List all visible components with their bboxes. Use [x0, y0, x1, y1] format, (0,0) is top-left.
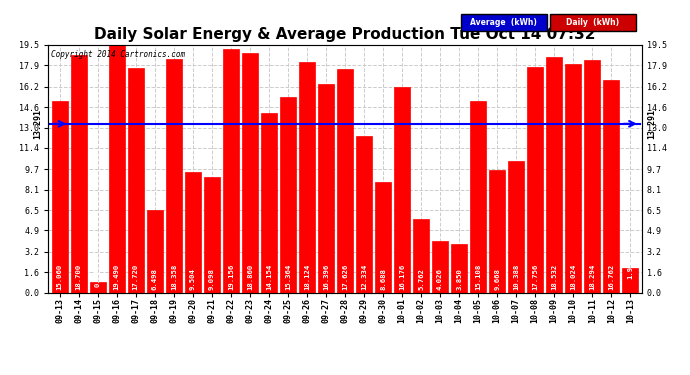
Bar: [90, 282, 106, 292]
Text: 16.396: 16.396: [323, 264, 329, 290]
Text: 12.334: 12.334: [361, 264, 367, 290]
Bar: [584, 60, 600, 292]
Bar: [70, 55, 87, 292]
FancyBboxPatch shape: [550, 14, 635, 32]
Text: 18.860: 18.860: [247, 264, 253, 290]
Title: Daily Solar Energy & Average Production Tue Oct 14 07:32: Daily Solar Energy & Average Production …: [95, 27, 595, 42]
Text: 18.700: 18.700: [76, 264, 81, 290]
FancyBboxPatch shape: [461, 14, 546, 32]
Text: 15.060: 15.060: [57, 264, 63, 290]
Bar: [432, 242, 448, 292]
Text: 3.850: 3.850: [456, 268, 462, 290]
Bar: [337, 69, 353, 292]
Text: 14.154: 14.154: [266, 264, 272, 290]
Text: 16.176: 16.176: [399, 264, 405, 290]
Text: 9.668: 9.668: [494, 268, 500, 290]
Text: Average  (kWh): Average (kWh): [471, 18, 538, 27]
Bar: [451, 244, 467, 292]
Text: 18.532: 18.532: [551, 264, 558, 290]
Text: Daily  (kWh): Daily (kWh): [566, 18, 620, 27]
Bar: [185, 172, 201, 292]
Bar: [508, 160, 524, 292]
Text: 10.388: 10.388: [513, 264, 519, 290]
Text: 9.504: 9.504: [190, 268, 196, 290]
Bar: [603, 80, 620, 292]
Bar: [546, 57, 562, 292]
Text: 13.291: 13.291: [34, 109, 43, 139]
Text: 1.956: 1.956: [627, 258, 633, 279]
Text: 18.124: 18.124: [304, 264, 310, 290]
Text: 15.108: 15.108: [475, 264, 481, 290]
Text: 17.626: 17.626: [342, 264, 348, 290]
Text: 5.762: 5.762: [418, 268, 424, 290]
Bar: [565, 64, 581, 292]
Text: 8.688: 8.688: [380, 268, 386, 290]
Text: 18.294: 18.294: [589, 264, 595, 290]
Bar: [241, 53, 258, 292]
Bar: [128, 68, 144, 292]
Bar: [356, 136, 372, 292]
Bar: [147, 210, 163, 292]
Bar: [527, 67, 543, 292]
Text: 0.794: 0.794: [95, 265, 101, 287]
Text: 15.364: 15.364: [285, 264, 291, 290]
Text: 16.762: 16.762: [609, 264, 614, 290]
Text: 19.156: 19.156: [228, 264, 234, 290]
Bar: [489, 170, 505, 292]
Text: 13.291: 13.291: [647, 109, 656, 139]
Bar: [280, 98, 296, 292]
Text: 18.358: 18.358: [171, 264, 177, 290]
Bar: [204, 177, 220, 292]
Bar: [470, 101, 486, 292]
Bar: [261, 113, 277, 292]
Bar: [394, 87, 410, 292]
Bar: [166, 60, 182, 292]
Bar: [318, 84, 334, 292]
Text: 18.024: 18.024: [570, 264, 576, 290]
Text: 17.720: 17.720: [132, 264, 139, 290]
Text: Copyright 2014 Cartronics.com: Copyright 2014 Cartronics.com: [51, 50, 186, 59]
Bar: [375, 182, 391, 292]
Bar: [223, 50, 239, 292]
Bar: [109, 45, 125, 292]
Text: 6.498: 6.498: [152, 268, 158, 290]
Bar: [413, 219, 429, 292]
Bar: [52, 101, 68, 292]
Text: 4.026: 4.026: [437, 268, 443, 290]
Bar: [622, 268, 638, 292]
Text: 19.490: 19.490: [114, 264, 120, 290]
Bar: [299, 63, 315, 292]
Text: 9.098: 9.098: [209, 268, 215, 290]
Text: 17.756: 17.756: [532, 264, 538, 290]
